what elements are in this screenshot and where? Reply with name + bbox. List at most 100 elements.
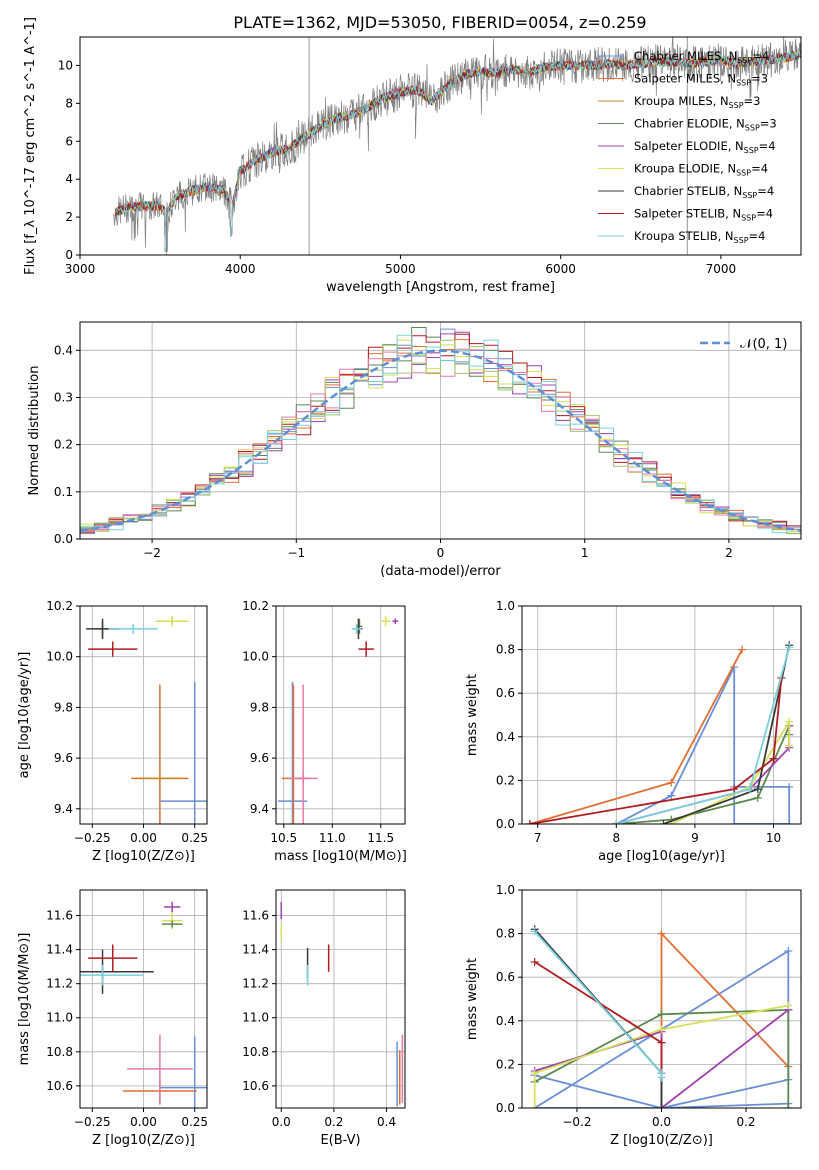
y-tick-label: 11.4 <box>46 943 73 957</box>
y-tick-label: 1.0 <box>496 599 515 613</box>
y-tick-label: 9.6 <box>54 751 73 765</box>
y-tick-label: 8 <box>65 96 73 110</box>
x-tick-label: 9 <box>691 831 699 845</box>
weight-marker <box>745 785 754 794</box>
errorbars <box>86 616 207 824</box>
legend-label: Salpeter STELIB, NSSP=4 <box>634 207 773 223</box>
weight-marker <box>769 754 778 763</box>
y-tick-label: 10 <box>58 58 73 72</box>
errorbars <box>280 901 404 1107</box>
weight-marker <box>657 1010 666 1019</box>
weight-marker <box>657 1073 666 1082</box>
y-tick-label: 2 <box>65 210 73 224</box>
y-tick-label: 0.4 <box>496 730 515 744</box>
y-tick-label: 0.1 <box>54 485 73 499</box>
x-tick-label: 10.5 <box>270 831 297 845</box>
y-tick-label: 6 <box>65 134 73 148</box>
y-tick-label: 0.6 <box>496 970 515 984</box>
weight-marker <box>657 1025 666 1034</box>
weight-marker <box>530 1069 539 1078</box>
y-tick-label: 11.0 <box>46 1011 73 1025</box>
y-tick-label: 9.4 <box>250 802 269 816</box>
mass-weight-Z-chart: −0.2 0.0 0.2 0.0 0.2 0.4 0.6 0.8 1.0 Z [log10(Z/Z… <box>465 883 802 1148</box>
x-axis-label: (data-model)/error <box>380 564 501 579</box>
x-axis-label: Z [log10(Z/Z⊙)] <box>92 1133 195 1148</box>
x-tick-label: 5000 <box>385 262 416 276</box>
weight-marker <box>530 927 539 936</box>
spectrum-lines <box>113 37 801 255</box>
weight-line <box>533 1004 789 1108</box>
weight-marker <box>525 820 534 824</box>
legend-label: Kroupa STELIB, NSSP=4 <box>634 229 765 245</box>
y-tick-label: 0.2 <box>496 773 515 787</box>
residuals-chart: −2 −1 0 1 2 0.0 0.1 0.2 0.3 0.4 (data-model)/error… <box>27 321 802 579</box>
y-tick-label: 0.0 <box>496 817 515 831</box>
x-tick-label: 0.00 <box>130 1115 157 1129</box>
x-tick-label: 2 <box>725 546 733 560</box>
age-Z-chart: −0.25 0.00 0.25 9.4 9.6 9.8 10.0 10.2 Z [log10(Z… <box>17 599 208 864</box>
histograms <box>80 326 801 535</box>
weight-line <box>534 930 663 1078</box>
y-tick-label: 11.2 <box>46 977 73 991</box>
weight-lines <box>530 925 793 1108</box>
x-tick-label: −2 <box>143 546 161 560</box>
x-tick-label: 0.2 <box>324 1115 343 1129</box>
y-tick-label: 10.6 <box>46 1079 73 1093</box>
y-tick-label: 10.0 <box>242 650 269 664</box>
x-tick-label: 8 <box>612 831 620 845</box>
x-tick-label: 1 <box>581 546 589 560</box>
y-axis-label: mass weight <box>465 674 480 756</box>
y-tick-label: 10.2 <box>46 599 73 613</box>
weight-marker <box>785 643 794 652</box>
x-tick-label: 0.25 <box>181 831 208 845</box>
y-tick-label: 0.2 <box>496 1057 515 1071</box>
weight-marker <box>667 778 676 787</box>
legend-label: Kroupa MILES, NSSP=3 <box>634 94 760 110</box>
weight-line <box>534 928 663 1108</box>
legend-label: Salpeter MILES, NSSP=3 <box>634 72 768 88</box>
x-tick-label: 0.0 <box>652 1115 671 1129</box>
weight-marker <box>784 947 793 956</box>
y-tick-label: 11.0 <box>242 1011 269 1025</box>
x-axis-label: wavelength [Angstrom, rest frame] <box>326 280 555 295</box>
y-tick-label: 0.8 <box>496 643 515 657</box>
x-tick-label: 4000 <box>225 262 256 276</box>
weight-marker <box>738 645 747 654</box>
weight-marker <box>784 1001 793 1010</box>
x-axis-label: E(B-V) <box>320 1133 360 1148</box>
y-tick-label: 9.8 <box>54 700 73 714</box>
weight-marker <box>667 791 676 800</box>
y-tick-label: 11.6 <box>242 909 269 923</box>
x-tick-label: 0.4 <box>377 1115 396 1129</box>
figure-title: PLATE=1362, MJD=53050, FIBERID=0054, z=0… <box>233 13 646 32</box>
x-tick-label: −0.2 <box>562 1115 591 1129</box>
legend-label: Chabrier STELIB, NSSP=4 <box>634 184 774 200</box>
y-tick-label: 10.6 <box>242 1079 269 1093</box>
y-tick-label: 9.6 <box>250 751 269 765</box>
y-tick-label: 0.3 <box>54 390 73 404</box>
y-tick-label: 10.8 <box>46 1045 73 1059</box>
y-tick-label: 0.4 <box>54 343 73 357</box>
weight-marker <box>753 785 762 794</box>
y-tick-label: 1.0 <box>496 883 515 897</box>
errorbars <box>277 616 399 824</box>
axes-frame <box>275 605 406 825</box>
weight-marker <box>730 785 739 794</box>
y-axis-label: Flux [f_λ 10^-17 erg cm^-2 s^-1 A^-1] <box>23 17 38 275</box>
y-tick-label: 9.8 <box>250 700 269 714</box>
y-tick-label: 0.0 <box>54 532 73 546</box>
weight-lines <box>525 641 794 824</box>
weight-line <box>534 1008 790 1108</box>
y-tick-label: 0 <box>65 248 73 262</box>
legend-label: Kroupa ELODIE, NSSP=4 <box>634 162 768 178</box>
y-axis-label: age [log10(age/yr)] <box>17 652 32 779</box>
y-tick-label: 0.8 <box>496 927 515 941</box>
x-tick-label: −0.25 <box>74 1115 111 1129</box>
x-tick-label: 0.2 <box>736 1115 755 1129</box>
errorbars <box>80 901 207 1108</box>
weight-marker <box>785 717 794 726</box>
normal-curve <box>80 349 801 532</box>
y-tick-label: 0.6 <box>496 686 515 700</box>
